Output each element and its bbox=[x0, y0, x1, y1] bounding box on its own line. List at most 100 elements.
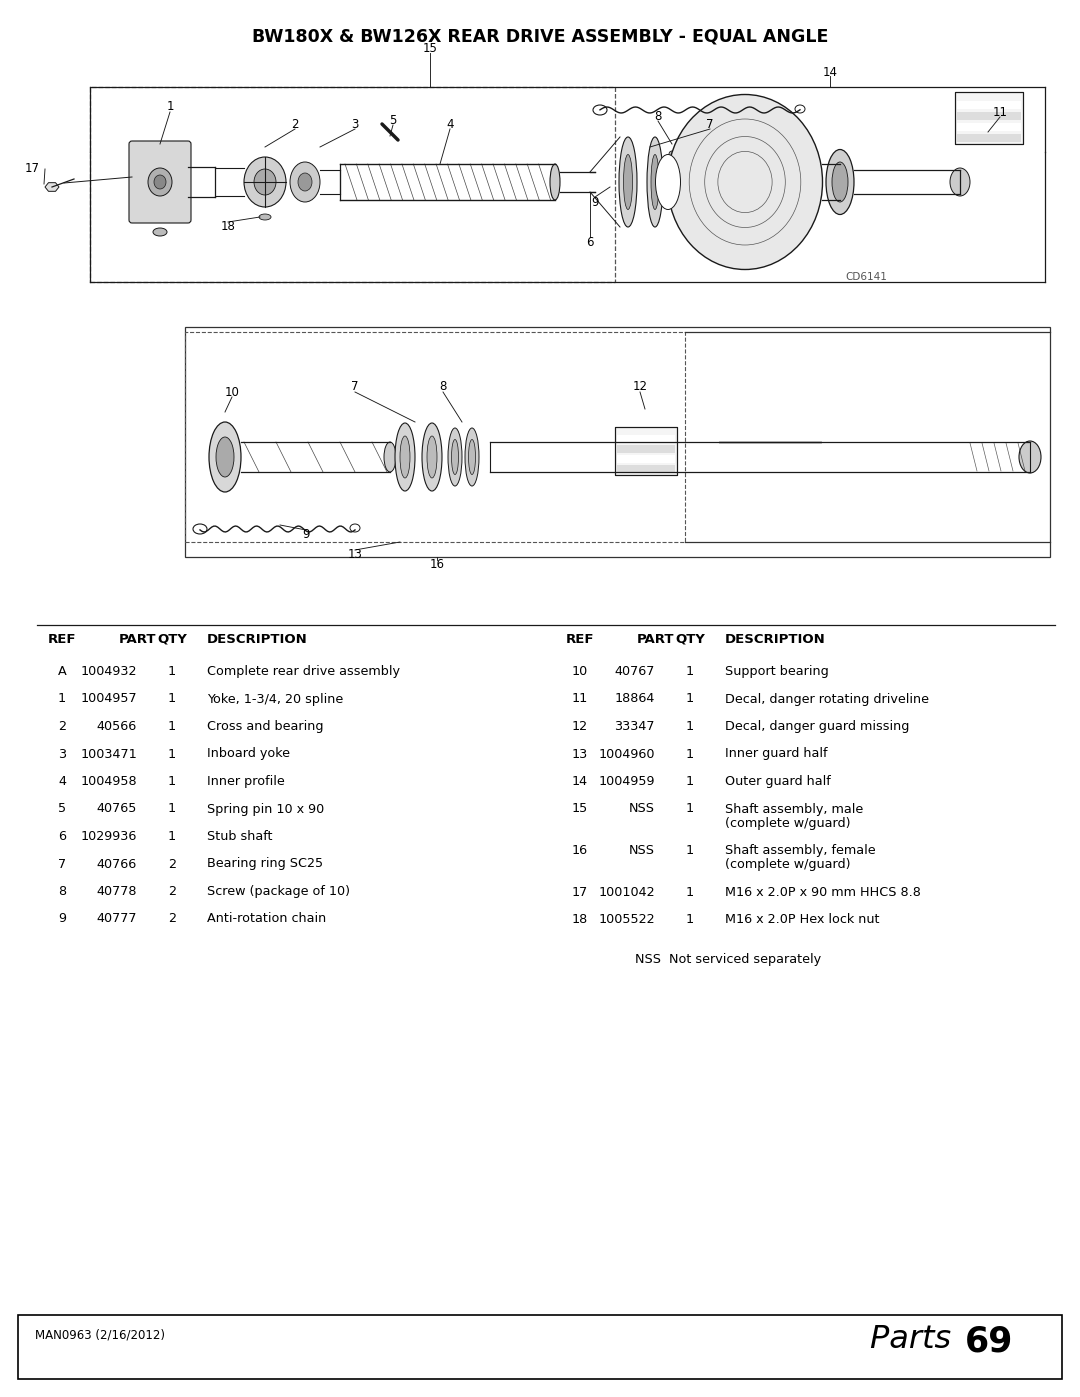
Bar bbox=[185, 332, 685, 542]
Text: 15: 15 bbox=[572, 802, 589, 816]
Bar bbox=[185, 327, 1050, 557]
Text: 8: 8 bbox=[654, 110, 662, 123]
Text: (complete w/guard): (complete w/guard) bbox=[725, 858, 851, 870]
Text: 10: 10 bbox=[572, 665, 589, 678]
Ellipse shape bbox=[651, 155, 659, 210]
Text: NSS: NSS bbox=[629, 802, 654, 816]
Text: Shaft assembly, female: Shaft assembly, female bbox=[725, 844, 876, 856]
Text: 1: 1 bbox=[686, 747, 694, 760]
Ellipse shape bbox=[384, 441, 396, 472]
Ellipse shape bbox=[259, 214, 271, 219]
Text: M16 x 2.0P x 90 mm HHCS 8.8: M16 x 2.0P x 90 mm HHCS 8.8 bbox=[725, 886, 921, 898]
Text: Outer guard half: Outer guard half bbox=[725, 775, 831, 788]
Text: 40778: 40778 bbox=[96, 886, 137, 898]
Text: DESCRIPTION: DESCRIPTION bbox=[725, 633, 826, 645]
Text: Yoke, 1-3/4, 20 spline: Yoke, 1-3/4, 20 spline bbox=[207, 693, 343, 705]
Ellipse shape bbox=[153, 228, 167, 236]
Ellipse shape bbox=[451, 440, 459, 475]
Ellipse shape bbox=[667, 95, 823, 270]
Text: Inner profile: Inner profile bbox=[207, 775, 285, 788]
Text: 14: 14 bbox=[572, 775, 589, 788]
Text: 1: 1 bbox=[686, 693, 694, 705]
Bar bbox=[90, 87, 615, 282]
Text: 33347: 33347 bbox=[615, 719, 654, 733]
Ellipse shape bbox=[216, 437, 234, 476]
Text: 2: 2 bbox=[58, 719, 66, 733]
Ellipse shape bbox=[619, 137, 637, 226]
Ellipse shape bbox=[656, 155, 680, 210]
Text: 9: 9 bbox=[591, 196, 598, 208]
Text: Shaft assembly, male: Shaft assembly, male bbox=[725, 802, 863, 816]
Text: 2: 2 bbox=[292, 117, 299, 130]
Text: 17: 17 bbox=[572, 886, 589, 898]
Text: Stub shaft: Stub shaft bbox=[207, 830, 272, 842]
Text: 10: 10 bbox=[225, 386, 240, 398]
Text: 1: 1 bbox=[686, 802, 694, 816]
Text: 9: 9 bbox=[302, 528, 310, 542]
Text: PART: PART bbox=[636, 633, 674, 645]
Ellipse shape bbox=[254, 169, 276, 196]
Text: 1: 1 bbox=[167, 719, 176, 733]
Ellipse shape bbox=[647, 137, 663, 226]
Text: 1: 1 bbox=[167, 775, 176, 788]
Text: 2: 2 bbox=[168, 858, 176, 870]
Text: 11: 11 bbox=[993, 106, 1008, 119]
Bar bbox=[617, 455, 675, 462]
Text: Inner guard half: Inner guard half bbox=[725, 747, 827, 760]
Text: 11: 11 bbox=[572, 693, 589, 705]
Text: 12: 12 bbox=[633, 380, 648, 394]
Ellipse shape bbox=[448, 427, 462, 486]
Text: 7: 7 bbox=[351, 380, 359, 394]
Text: 7: 7 bbox=[58, 858, 66, 870]
Text: DESCRIPTION: DESCRIPTION bbox=[207, 633, 308, 645]
Ellipse shape bbox=[298, 173, 312, 191]
Ellipse shape bbox=[465, 427, 480, 486]
Bar bbox=[957, 134, 1021, 142]
Ellipse shape bbox=[291, 162, 320, 203]
Text: (complete w/guard): (complete w/guard) bbox=[725, 816, 851, 830]
Text: 1: 1 bbox=[167, 693, 176, 705]
Text: QTY: QTY bbox=[157, 633, 187, 645]
Text: 7: 7 bbox=[706, 117, 714, 130]
Text: Decal, danger rotating driveline: Decal, danger rotating driveline bbox=[725, 693, 929, 705]
Text: Decal, danger guard missing: Decal, danger guard missing bbox=[725, 719, 909, 733]
Text: Support bearing: Support bearing bbox=[725, 665, 828, 678]
Text: 40566: 40566 bbox=[97, 719, 137, 733]
Ellipse shape bbox=[550, 163, 561, 200]
Ellipse shape bbox=[623, 155, 633, 210]
Text: NSS  Not serviced separately: NSS Not serviced separately bbox=[635, 953, 821, 965]
Text: 18864: 18864 bbox=[615, 693, 654, 705]
Bar bbox=[18, 1315, 1062, 1379]
Text: 1: 1 bbox=[58, 693, 66, 705]
Text: 6: 6 bbox=[586, 236, 594, 249]
Text: 1: 1 bbox=[686, 886, 694, 898]
FancyBboxPatch shape bbox=[129, 141, 191, 224]
Text: Anti-rotation chain: Anti-rotation chain bbox=[207, 912, 326, 925]
Text: 1003471: 1003471 bbox=[80, 747, 137, 760]
Text: 1: 1 bbox=[686, 844, 694, 856]
Text: 1: 1 bbox=[167, 747, 176, 760]
Text: 5: 5 bbox=[58, 802, 66, 816]
Text: 8: 8 bbox=[58, 886, 66, 898]
Text: Cross and bearing: Cross and bearing bbox=[207, 719, 324, 733]
Text: BW180X & BW126X REAR DRIVE ASSEMBLY - EQUAL ANGLE: BW180X & BW126X REAR DRIVE ASSEMBLY - EQ… bbox=[252, 27, 828, 45]
Text: 40766: 40766 bbox=[97, 858, 137, 870]
Text: A: A bbox=[57, 665, 66, 678]
Text: Bearing ring SC25: Bearing ring SC25 bbox=[207, 858, 323, 870]
Text: 1: 1 bbox=[686, 665, 694, 678]
Text: CD6141: CD6141 bbox=[845, 272, 887, 282]
Text: 1029936: 1029936 bbox=[81, 830, 137, 842]
Text: 1: 1 bbox=[167, 830, 176, 842]
Ellipse shape bbox=[395, 423, 415, 490]
Text: 18: 18 bbox=[572, 914, 589, 926]
Text: 40777: 40777 bbox=[96, 912, 137, 925]
Ellipse shape bbox=[148, 168, 172, 196]
Ellipse shape bbox=[950, 168, 970, 196]
Text: Spring pin 10 x 90: Spring pin 10 x 90 bbox=[207, 802, 324, 816]
Text: 6: 6 bbox=[58, 830, 66, 842]
Text: Parts: Parts bbox=[870, 1324, 961, 1355]
Text: 1004957: 1004957 bbox=[80, 693, 137, 705]
Ellipse shape bbox=[826, 149, 854, 215]
Text: 1005522: 1005522 bbox=[598, 914, 654, 926]
Text: REF: REF bbox=[566, 633, 594, 645]
